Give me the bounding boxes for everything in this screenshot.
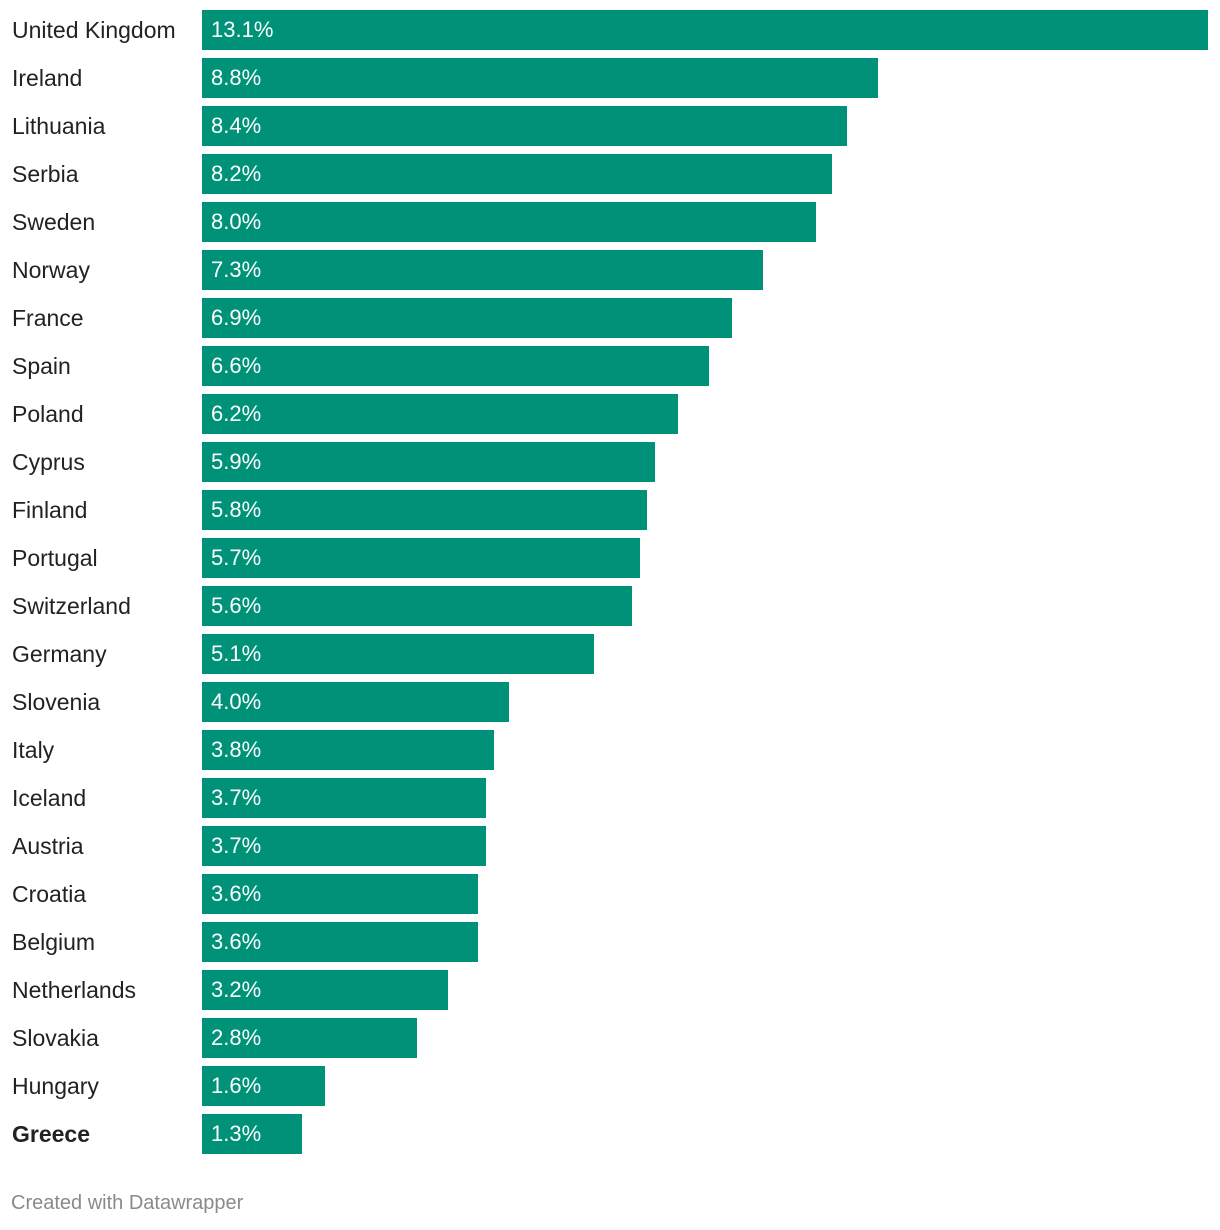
category-label: Spain xyxy=(12,353,71,379)
bar xyxy=(202,106,847,146)
bar-row: Serbia 8.2% xyxy=(0,154,1220,194)
value-label: 8.2% xyxy=(211,161,262,186)
value-label: 5.6% xyxy=(211,593,262,618)
bar xyxy=(202,634,594,674)
bar-row: Italy 3.8% xyxy=(0,730,1220,770)
value-label: 5.1% xyxy=(211,641,262,666)
value-label: 5.7% xyxy=(211,545,262,570)
category-label: Sweden xyxy=(12,209,96,235)
value-label: 7.3% xyxy=(211,257,262,282)
value-label: 2.8% xyxy=(211,1025,262,1050)
bar-row: Poland 6.2% xyxy=(0,394,1220,434)
category-label: Ireland xyxy=(12,65,83,91)
category-label: Greece xyxy=(12,1121,91,1147)
bar xyxy=(202,682,509,722)
value-label: 3.7% xyxy=(211,833,262,858)
bar-row: United Kingdom 13.1% xyxy=(0,10,1220,50)
value-label: 6.9% xyxy=(211,305,262,330)
category-label: Belgium xyxy=(12,929,96,955)
category-label: United Kingdom xyxy=(12,17,176,43)
bar xyxy=(202,10,1208,50)
bar xyxy=(202,922,478,962)
value-label: 1.3% xyxy=(211,1121,262,1146)
bar-row: Slovakia 2.8% xyxy=(0,1018,1220,1058)
value-label: 3.8% xyxy=(211,737,262,762)
bar xyxy=(202,970,448,1010)
category-label: Slovenia xyxy=(12,689,101,715)
category-label: Cyprus xyxy=(12,449,85,475)
category-label: Norway xyxy=(12,257,90,283)
category-label: Portugal xyxy=(12,545,98,571)
bar xyxy=(202,442,655,482)
bar-chart: United Kingdom 13.1% Ireland 8.8% Lithuania 8… xyxy=(0,10,1220,1154)
category-label: France xyxy=(12,305,84,331)
value-label: 3.6% xyxy=(211,929,262,954)
value-label: 3.7% xyxy=(211,785,262,810)
category-label: Switzerland xyxy=(12,593,131,619)
footer-credit[interactable]: Created with Datawrapper xyxy=(11,1192,244,1214)
category-label: Netherlands xyxy=(12,977,137,1003)
bar xyxy=(202,730,494,770)
bar-row: Ireland 8.8% xyxy=(0,58,1220,98)
category-label: Serbia xyxy=(12,161,79,187)
bar-row: Cyprus 5.9% xyxy=(0,442,1220,482)
bar-row: Netherlands 3.2% xyxy=(0,970,1220,1010)
bar xyxy=(202,826,486,866)
category-label: Croatia xyxy=(12,881,87,907)
bar-row: Belgium 3.6% xyxy=(0,922,1220,962)
bar xyxy=(202,1018,417,1058)
bar xyxy=(202,154,832,194)
value-label: 6.6% xyxy=(211,353,262,378)
bar-row: Spain 6.6% xyxy=(0,346,1220,386)
bar xyxy=(202,586,632,626)
value-label: 3.2% xyxy=(211,977,262,1002)
category-label: Iceland xyxy=(12,785,87,811)
category-label: Finland xyxy=(12,497,88,523)
bar xyxy=(202,874,478,914)
bar xyxy=(202,202,816,242)
bar-row: Norway 7.3% xyxy=(0,250,1220,290)
bar xyxy=(202,1066,325,1106)
bar xyxy=(202,298,732,338)
value-label: 5.8% xyxy=(211,497,262,522)
bar xyxy=(202,1114,302,1154)
category-label: Hungary xyxy=(12,1073,99,1099)
bar-row: Slovenia 4.0% xyxy=(0,682,1220,722)
bar xyxy=(202,58,878,98)
category-label: Italy xyxy=(12,737,55,763)
value-label: 8.0% xyxy=(211,209,262,234)
bar xyxy=(202,778,486,818)
category-label: Germany xyxy=(12,641,107,667)
category-label: Austria xyxy=(12,833,84,859)
bar-row: Portugal 5.7% xyxy=(0,538,1220,578)
category-label: Slovakia xyxy=(12,1025,99,1051)
value-label: 8.4% xyxy=(211,113,262,138)
bar-row: Hungary 1.6% xyxy=(0,1066,1220,1106)
bar xyxy=(202,394,678,434)
bar-row: France 6.9% xyxy=(0,298,1220,338)
value-label: 1.6% xyxy=(211,1073,262,1098)
bar xyxy=(202,490,647,530)
value-label: 13.1% xyxy=(211,17,274,42)
bar-row: Sweden 8.0% xyxy=(0,202,1220,242)
value-label: 5.9% xyxy=(211,449,262,474)
bar-row: Lithuania 8.4% xyxy=(0,106,1220,146)
bar-row: Germany 5.1% xyxy=(0,634,1220,674)
bar xyxy=(202,250,763,290)
bar-row: Finland 5.8% xyxy=(0,490,1220,530)
bar-row: Switzerland 5.6% xyxy=(0,586,1220,626)
bar xyxy=(202,346,709,386)
bar-row: Greece 1.3% xyxy=(0,1114,1220,1154)
value-label: 6.2% xyxy=(211,401,262,426)
bar-row: Iceland 3.7% xyxy=(0,778,1220,818)
bar-row: Austria 3.7% xyxy=(0,826,1220,866)
value-label: 3.6% xyxy=(211,881,262,906)
bar-row: Croatia 3.6% xyxy=(0,874,1220,914)
category-label: Poland xyxy=(12,401,84,427)
bar xyxy=(202,538,640,578)
category-label: Lithuania xyxy=(12,113,106,139)
value-label: 8.8% xyxy=(211,65,262,90)
value-label: 4.0% xyxy=(211,689,262,714)
